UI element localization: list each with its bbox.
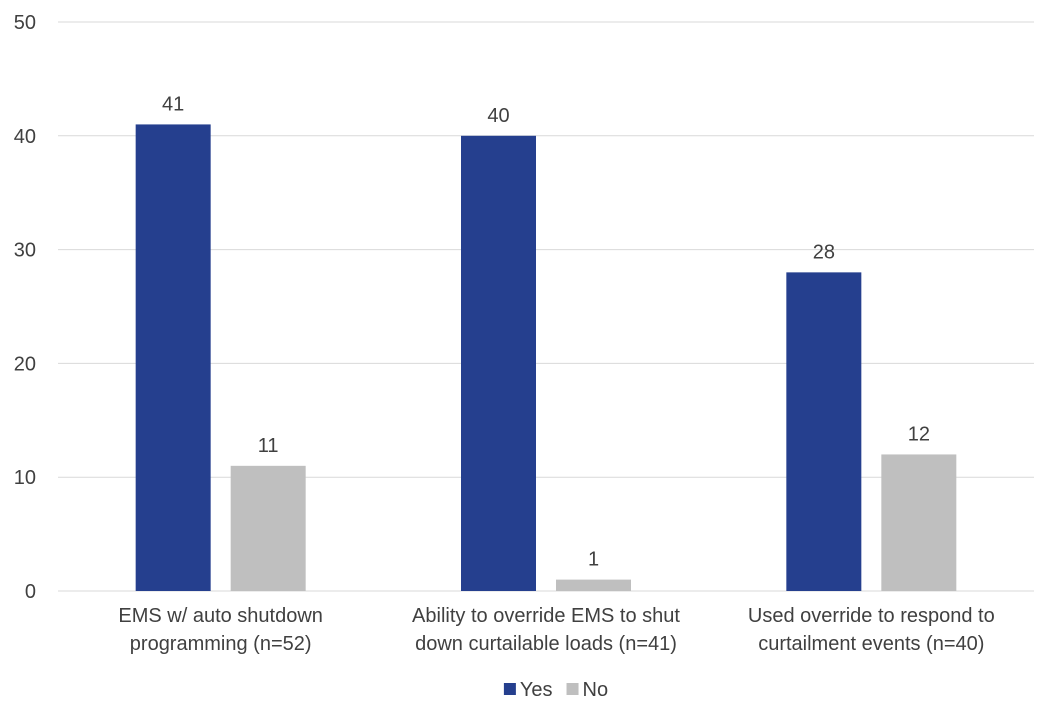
data-label-yes-2: 28	[813, 241, 835, 263]
bar-yes-0	[135, 124, 211, 592]
data-label-yes-1: 40	[487, 105, 509, 127]
y-tick-label: 0	[25, 581, 36, 603]
legend-label-no: No	[583, 679, 609, 701]
category-label-1-line-1: down curtailable loads (n=41)	[415, 633, 677, 655]
bar-no-2	[881, 454, 957, 591]
data-label-yes-0: 41	[162, 93, 184, 115]
y-tick-label: 30	[14, 240, 36, 262]
gridlines	[58, 21, 1034, 592]
x-axis-category-labels: EMS w/ auto shutdown programming (n=52) Ab…	[118, 605, 994, 655]
y-tick-label: 10	[14, 467, 36, 489]
data-label-no-2: 12	[908, 423, 930, 445]
legend: Yes No	[503, 679, 609, 701]
bar-yes-2	[786, 272, 862, 591]
y-tick-label: 40	[14, 126, 36, 148]
y-tick-label: 50	[14, 12, 36, 34]
category-label-2-line-0: Used override to respond to	[748, 605, 995, 627]
category-label-0-line-1: programming (n=52)	[130, 633, 312, 655]
data-label-no-1: 1	[588, 549, 599, 571]
bar-yes-1	[461, 135, 536, 592]
bars	[135, 124, 957, 592]
legend-swatch-no	[566, 683, 579, 695]
legend-label-yes: Yes	[520, 679, 553, 701]
data-labels: 41 11 40 1 28 12	[162, 93, 930, 570]
category-label-2-line-1: curtailment events (n=40)	[758, 633, 984, 655]
category-label-0-line-0: EMS w/ auto shutdown	[118, 605, 323, 627]
legend-swatch-yes	[503, 683, 516, 695]
bar-no-0	[230, 465, 306, 591]
data-label-no-0: 11	[258, 435, 279, 457]
category-label-1-line-0: Ability to override EMS to shut	[412, 605, 680, 627]
bar-no-1	[556, 579, 631, 591]
y-tick-label: 20	[14, 353, 36, 375]
y-axis-tick-labels: 0 10 20 30 40 50	[14, 12, 36, 603]
